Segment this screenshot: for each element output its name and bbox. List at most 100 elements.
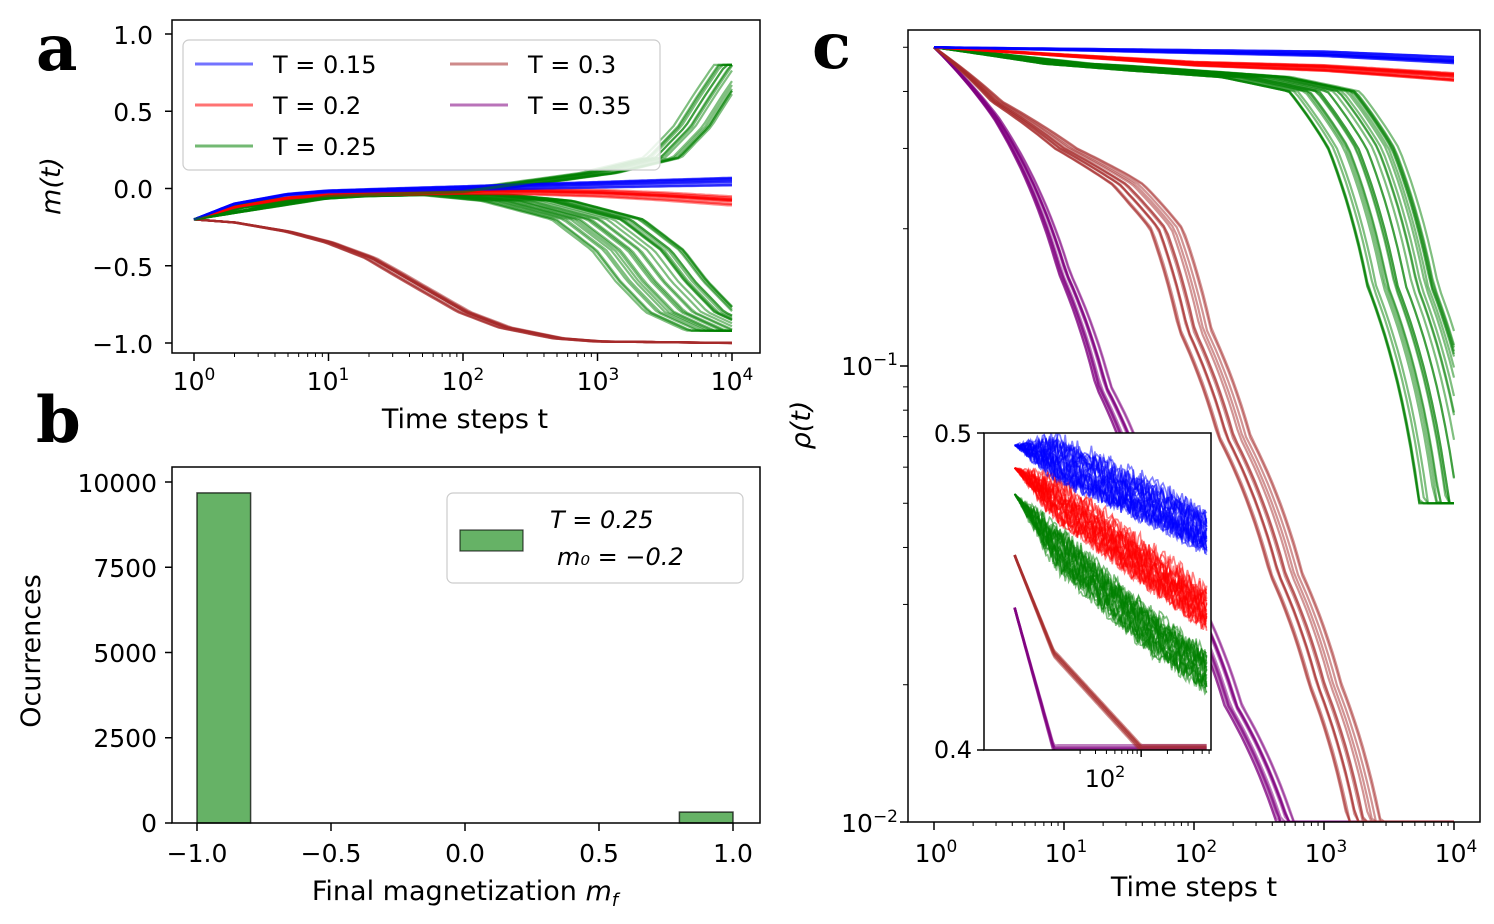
panel-a: 1.0 0.5 0.0 −0.5 −1.0 100 101 102 103 10… xyxy=(36,19,761,435)
b-xtick-label: −1.0 xyxy=(167,839,228,868)
c-inset-trajectory-line xyxy=(1013,554,1207,749)
panel-b-frame xyxy=(171,466,761,824)
a-trajectory-line xyxy=(193,187,733,221)
a-trajectory-line xyxy=(193,181,732,221)
c-trajectory-line xyxy=(933,46,1456,357)
c-inset-xtick-label: 102 xyxy=(1085,762,1126,793)
c-inset-frame xyxy=(983,432,1212,751)
c-inset-trajectory-line xyxy=(1014,444,1208,548)
b-histogram-bar xyxy=(678,811,734,824)
c-ytick-label: 10−1 xyxy=(841,350,898,381)
c-inset-trajectory-line xyxy=(1014,443,1208,540)
legend-label-t025: T = 0.25 xyxy=(272,133,376,161)
b-legend xyxy=(446,492,744,584)
c-ylabel: ρ(t) xyxy=(786,401,817,450)
a-trajectory-line xyxy=(193,192,733,221)
b-ytick-label: 5000 xyxy=(93,639,157,668)
a-trajectory-line xyxy=(193,193,733,311)
a-trajectory-line xyxy=(193,193,733,317)
a-xlabel: Time steps t xyxy=(381,404,548,435)
legend-label-t02: T = 0.2 xyxy=(272,92,361,120)
b-xtick-label: 1.0 xyxy=(713,839,753,868)
a-trajectory-line xyxy=(193,177,733,221)
panel-letter-c: c xyxy=(812,9,851,84)
b-ytick-label: 0 xyxy=(141,809,157,838)
a-trajectory-line xyxy=(193,178,732,221)
a-trajectory-line xyxy=(193,178,732,221)
a-trajectory-line xyxy=(193,218,732,345)
a-ytick-label: 1.0 xyxy=(113,21,153,50)
a-trajectory-line xyxy=(193,180,732,221)
a-ytick-label: −1.0 xyxy=(92,330,153,359)
a-ylabel: m(t) xyxy=(36,157,67,215)
a-ytick-label: 0.0 xyxy=(113,175,153,204)
b-ytick-label: 10000 xyxy=(77,469,157,498)
c-inset-trajectory-line xyxy=(1014,467,1208,611)
b-xtick-label: −0.5 xyxy=(301,839,362,868)
c-inset-plot-area xyxy=(1013,433,1208,750)
c-xtick-label: 101 xyxy=(1045,837,1088,868)
b-legend-m0: m₀ = −0.2 xyxy=(557,543,684,571)
c-trajectory-line xyxy=(933,46,1454,822)
c-inset-trajectory-line xyxy=(1013,607,1055,750)
legend-label-t035: T = 0.35 xyxy=(527,92,631,120)
c-inset-ytick-label: 0.5 xyxy=(934,420,972,448)
panel-c-ticks xyxy=(900,46,1455,830)
a-ytick-label: −0.5 xyxy=(92,253,153,282)
panel-a-ticks xyxy=(165,33,733,361)
c-inset-trajectory-line xyxy=(1014,467,1208,620)
a-trajectory-line xyxy=(193,193,733,321)
c-inset-trajectory-line xyxy=(1014,439,1208,532)
c-inset-ticks xyxy=(977,432,1210,757)
a-trajectory-line xyxy=(193,180,733,221)
b-xlabel: Final magnetization mf xyxy=(312,876,621,911)
a-ytick-label: 0.5 xyxy=(113,98,153,127)
a-trajectory-line xyxy=(193,193,733,322)
b-ylabel: Ocurrences xyxy=(16,574,47,728)
legend-label-t03: T = 0.3 xyxy=(527,51,616,79)
b-legend-t: T = 0.25 xyxy=(550,506,653,534)
c-trajectory-line xyxy=(933,46,1454,822)
c-xlabel: Time steps t xyxy=(1110,872,1277,903)
a-xtick-label: 100 xyxy=(173,365,216,396)
c-inset-trajectory-line xyxy=(1014,493,1208,671)
c-inset-trajectory-line xyxy=(1013,493,1208,670)
a-trajectory-line xyxy=(193,184,733,221)
b-histogram-bar xyxy=(196,492,252,824)
c-trajectory-line xyxy=(933,46,1454,505)
legend-label-t015: T = 0.15 xyxy=(272,51,376,79)
b-ytick-label: 2500 xyxy=(93,724,157,753)
panel-b-ticks xyxy=(165,481,734,831)
c-trajectory-line xyxy=(933,46,1454,505)
a-legend xyxy=(182,39,661,171)
c-inset-trajectory-line xyxy=(1014,433,1208,525)
c-xtick-label: 104 xyxy=(1435,837,1478,868)
b-ytick-label: 7500 xyxy=(93,554,157,583)
a-trajectory-line xyxy=(193,192,732,221)
panel-letter-b: b xyxy=(36,383,81,458)
b-xtick-label: 0.5 xyxy=(579,839,619,868)
a-xtick-label: 101 xyxy=(307,365,350,396)
a-trajectory-line xyxy=(193,183,732,221)
c-trajectory-line xyxy=(934,46,1455,63)
a-trajectory-line xyxy=(193,176,732,221)
c-trajectory-line xyxy=(933,46,1454,822)
b-legend-swatch xyxy=(459,529,524,552)
c-inset-ytick-label: 0.4 xyxy=(934,736,972,764)
c-ytick-label: 10−2 xyxy=(841,807,898,838)
c-inset-trajectory-line xyxy=(1014,467,1208,630)
c-trajectory-line xyxy=(933,46,1455,81)
c-inset: 0.5 0.4 102 xyxy=(934,420,1212,793)
a-trajectory-line xyxy=(193,176,733,221)
c-trajectory-line xyxy=(933,46,1454,822)
c-xtick-label: 100 xyxy=(915,837,958,868)
panel-b: 0 2500 5000 7500 10000 −1.0 −0.5 0.0 0.5… xyxy=(16,466,761,911)
a-trajectory-line xyxy=(193,192,733,221)
a-trajectory-line xyxy=(193,179,733,221)
a-trajectory-line xyxy=(193,177,733,221)
a-xtick-label: 103 xyxy=(577,365,620,396)
panel-c: 10−1 10−2 100 101 102 103 104 Time steps… xyxy=(786,29,1481,903)
panel-a-frame xyxy=(171,19,761,354)
a-trajectory-line xyxy=(193,182,732,221)
